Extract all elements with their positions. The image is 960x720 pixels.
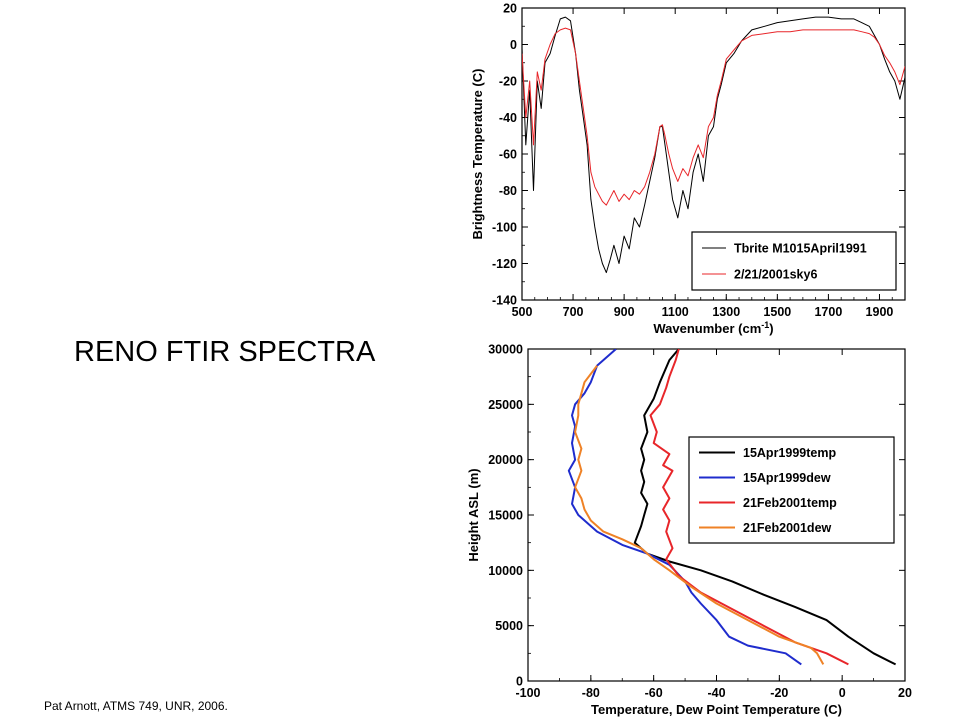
brightness-temperature-chart: 500 700 900 1100 1300 1500 1700 1900-140-120-10… <box>470 2 906 336</box>
x-tick-label: -60 <box>645 686 663 700</box>
x-tick-label: 1500 <box>763 305 791 319</box>
y-tick-label: 5000 <box>495 619 523 633</box>
x-axis-label-superscript: -1 <box>761 320 769 330</box>
x-tick-label: 1900 <box>866 305 894 319</box>
slide-title: RENO FTIR SPECTRA <box>74 336 376 368</box>
x-tick-label: -80 <box>582 686 600 700</box>
y-tick-label: 30000 <box>488 343 523 357</box>
x-tick-label: 1100 <box>662 305 689 319</box>
series-line-3 <box>574 364 825 665</box>
y-axis-label: Height ASL (m) <box>466 468 481 561</box>
legend-label-1: 15Apr1999dew <box>743 471 831 485</box>
x-tick-label: -20 <box>770 686 788 700</box>
y-tick-label: -120 <box>492 257 517 271</box>
y-tick-label: 0 <box>516 675 523 689</box>
x-tick-label: 20 <box>898 686 912 700</box>
y-tick-label: 25000 <box>488 398 523 412</box>
legend-label-2: 21Feb2001temp <box>743 496 837 510</box>
height-temperature-chart: -100 -80 -60 -40 -20 0 20 0 5000 10000 15000 20000 2… <box>466 343 912 718</box>
y-tick-label: -40 <box>499 111 517 125</box>
y-tick-label: -140 <box>492 294 517 308</box>
x-tick-label: -100 <box>515 686 540 700</box>
legend-label-0: 15Apr1999temp <box>743 446 836 460</box>
legend-label-0: Tbrite M1015April1991 <box>734 242 867 256</box>
x-tick-label: -40 <box>707 686 725 700</box>
x-axis-label: Wavenumber (cm-1) <box>653 320 773 336</box>
y-tick-label: 0 <box>510 38 517 52</box>
legend-box <box>688 436 895 544</box>
y-tick-label: -20 <box>499 75 517 89</box>
legend-box <box>691 231 897 291</box>
x-tick-label: 500 <box>512 305 533 319</box>
x-axis-label-end: ) <box>769 321 773 336</box>
x-tick-label: 1700 <box>814 305 842 319</box>
y-axis-label: Brightness Temperature (C) <box>470 69 485 240</box>
y-tick-label: 20 <box>503 2 517 16</box>
y-tick-label: -60 <box>499 148 517 162</box>
y-tick-label: 20000 <box>488 453 523 467</box>
series-line-0 <box>522 16 905 274</box>
series-line-0 <box>633 349 897 666</box>
series-line-1 <box>522 27 905 206</box>
x-tick-label: 700 <box>563 305 584 319</box>
y-tick-label: -80 <box>499 184 517 198</box>
y-tick-label: -100 <box>492 221 517 235</box>
x-tick-label: 900 <box>614 305 635 319</box>
legend-label-3: 21Feb2001dew <box>743 521 832 535</box>
footer-credit: Pat Arnott, ATMS 749, UNR, 2006. <box>44 699 228 713</box>
series-line-2 <box>649 349 849 666</box>
legend-label-1: 2/21/2001sky6 <box>734 268 817 282</box>
x-tick-label: 0 <box>839 686 846 700</box>
y-tick-label: 10000 <box>488 564 523 578</box>
x-axis-label: Temperature, Dew Point Temperature (C) <box>591 702 842 717</box>
series-line-1 <box>567 349 802 666</box>
x-tick-label: 1300 <box>712 305 740 319</box>
y-tick-label: 15000 <box>488 509 523 523</box>
